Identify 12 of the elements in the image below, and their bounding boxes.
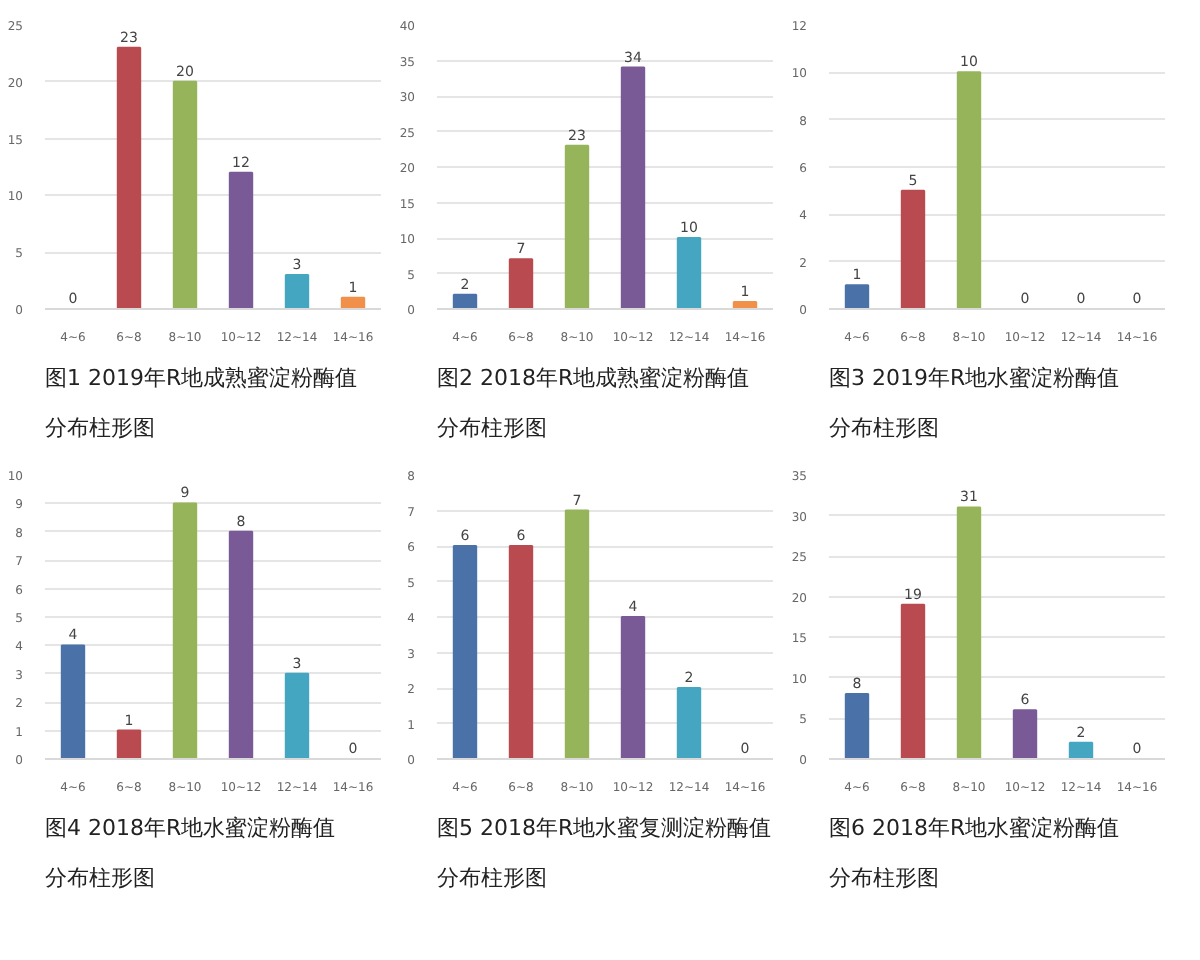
text: 图1 2019年R地成熟蜜淀粉酶值 [45,365,358,391]
text: 图3 2019年R地水蜜淀粉酶值 [829,365,1120,391]
text: 图2 2018年R地成熟蜜淀粉酶值 [437,365,750,391]
text: 分布柱形图 [437,415,547,441]
text: 分布柱形图 [45,415,155,441]
text: 分布柱形图 [829,415,939,441]
text: 图4 2018年R地水蜜淀粉酶值 [45,815,336,841]
text: 分布柱形图 [437,865,547,891]
text: 分布柱形图 [45,865,155,891]
text: 图6 2018年R地水蜜淀粉酶值 [829,815,1120,841]
text: 分布柱形图 [829,865,939,891]
text: 图5 2018年R地水蜜复测淀粉酶值 [437,815,772,841]
